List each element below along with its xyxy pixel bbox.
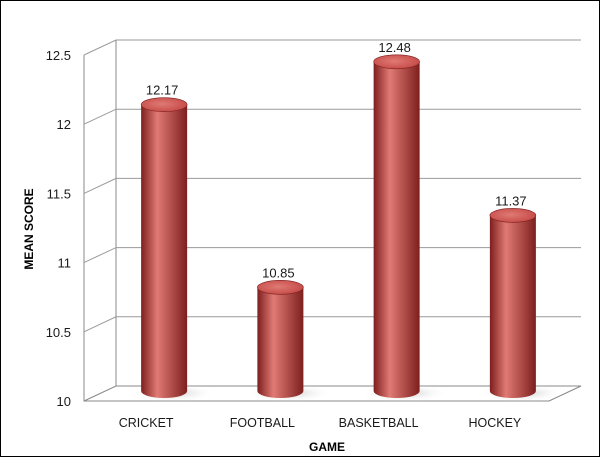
gridline: [83, 39, 581, 56]
bar: [477, 208, 565, 402]
bar-top: [373, 54, 420, 70]
gridline: [83, 316, 581, 333]
y-tick-label: 12.5: [46, 48, 71, 63]
gridline: [83, 108, 581, 125]
gridlines: [83, 39, 581, 333]
x-category-label: FOOTBALL: [230, 416, 295, 430]
data-label: 12.17: [146, 83, 179, 98]
y-tick-label: 11: [58, 256, 72, 271]
x-axis-category-labels: CRICKET FOOTBALL BASKETBALL HOCKEY: [119, 416, 522, 430]
y-tick-label: 11.5: [47, 186, 71, 201]
bar-top: [140, 97, 188, 112]
x-axis-title: GAME: [309, 440, 345, 454]
y-axis-title: MEAN SCORE: [22, 188, 36, 269]
data-label: 12.48: [378, 40, 411, 55]
y-tick-label: 10: [57, 394, 71, 409]
x-category-label: BASKETBALL: [339, 416, 419, 430]
bar: [128, 97, 216, 402]
bar-top: [257, 280, 304, 295]
data-label: 11.37: [495, 193, 527, 208]
bar-top: [489, 208, 537, 223]
bar: [244, 280, 333, 402]
data-label: 10.85: [262, 265, 295, 280]
floor-edge: [83, 385, 582, 402]
y-tick-label: 12: [57, 117, 71, 132]
gridline: [83, 177, 581, 194]
bar-body: [257, 287, 304, 398]
bar: [360, 54, 449, 402]
x-category-label: CRICKET: [119, 416, 174, 430]
x-category-label: HOCKEY: [468, 416, 521, 430]
bar-body: [373, 61, 420, 398]
gridline: [83, 247, 581, 264]
data-labels: 12.17 10.85 12.48 11.37: [146, 40, 527, 281]
y-tick-label: 10.5: [46, 325, 71, 340]
bars: [128, 54, 565, 402]
y-axis-tick-labels: 10 10.5 11 11.5 12 12.5: [46, 48, 71, 409]
bar-body: [489, 215, 536, 398]
bar-body: [141, 104, 188, 398]
